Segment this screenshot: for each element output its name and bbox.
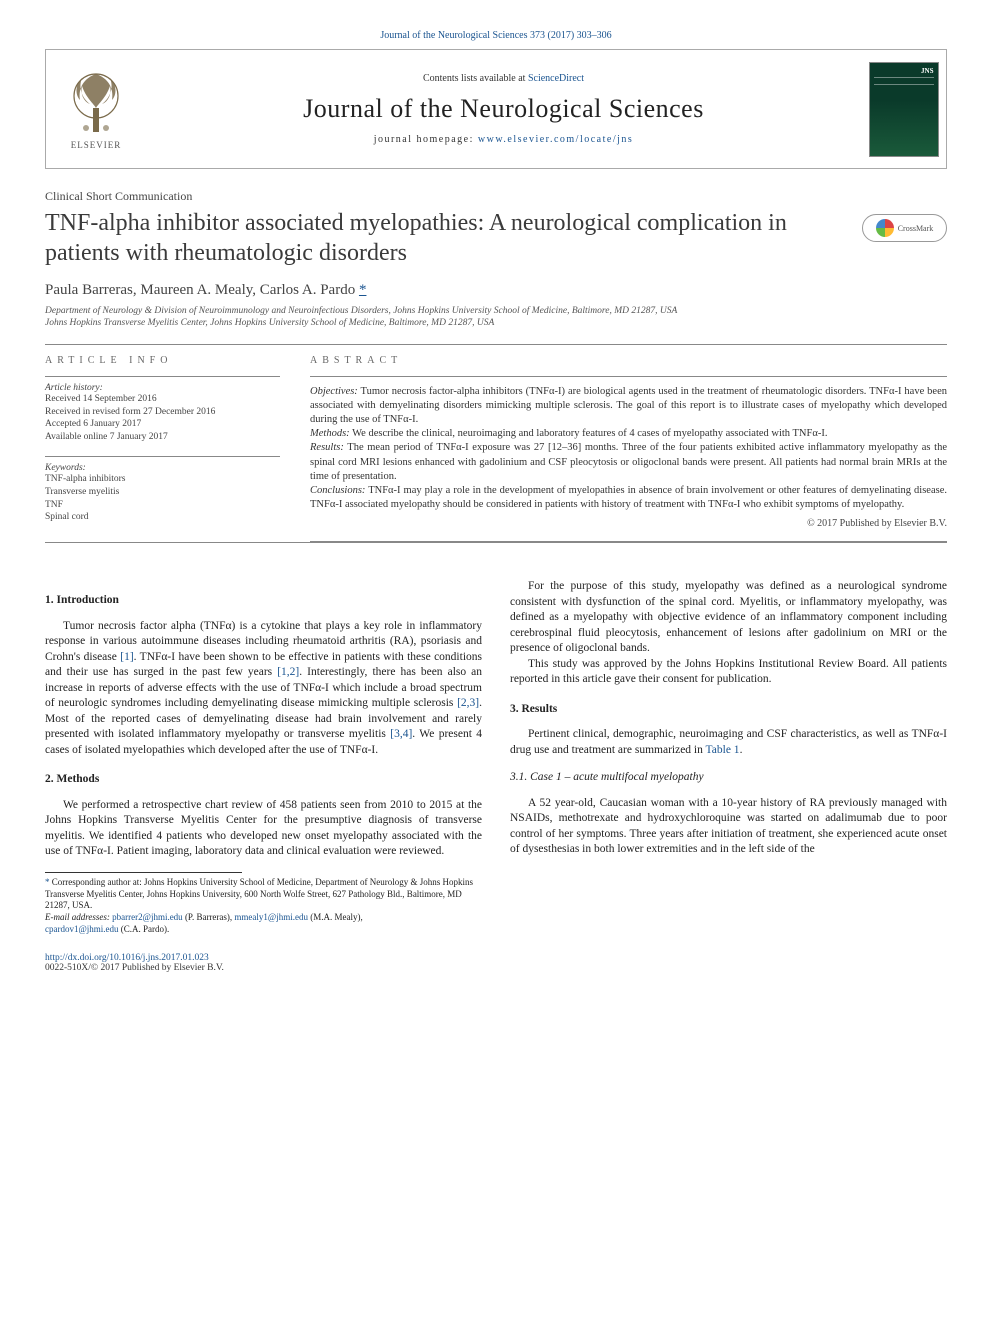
abs-methods: We describe the clinical, neuroimaging a… <box>350 428 828 439</box>
keyword-2: TNF <box>45 499 280 512</box>
abs-conclusions-label: Conclusions: <box>310 485 365 496</box>
affiliations: Department of Neurology & Division of Ne… <box>45 305 947 330</box>
section-2-paragraph-3: This study was approved by the Johns Hop… <box>510 657 947 688</box>
abs-objectives-label: Objectives: <box>310 386 358 397</box>
keyword-1: Transverse myelitis <box>45 486 280 499</box>
footnote-corr-text: Corresponding author at: Johns Hopkins U… <box>45 877 473 910</box>
ref-link-2-3[interactable]: [2,3] <box>457 697 479 709</box>
ref-link-1[interactable]: [1] <box>120 651 133 663</box>
email-label: E-mail addresses: <box>45 912 112 922</box>
email-footnote: E-mail addresses: pbarrer2@jhmi.edu (P. … <box>45 912 482 935</box>
abstract-label: abstract <box>310 355 947 366</box>
article-info-col: article info Article history: Received 1… <box>45 355 280 543</box>
section-3-heading: 3. Results <box>510 702 947 718</box>
crossmark-label: CrossMark <box>898 224 934 233</box>
contents-line: Contents lists available at ScienceDirec… <box>156 73 851 84</box>
abstract-copyright: © 2017 Published by Elsevier B.V. <box>310 518 947 529</box>
rule-below-abstract <box>45 542 947 543</box>
s3-text-b: . <box>740 744 743 756</box>
title-row: TNF-alpha inhibitor associated myelopath… <box>45 208 947 268</box>
section-2-heading: 2. Methods <box>45 772 482 788</box>
journal-name: Journal of the Neurological Sciences <box>156 94 851 124</box>
abs-objectives: Tumor necrosis factor-alpha inhibitors (… <box>310 386 947 425</box>
publisher-logo-block: ELSEVIER <box>46 60 146 158</box>
section-1-heading: 1. Introduction <box>45 593 482 609</box>
abstract-bottom-rule <box>310 541 947 542</box>
history-label: Article history: <box>45 383 280 393</box>
authors-line: Paula Barreras, Maureen A. Mealy, Carlos… <box>45 282 947 299</box>
ref-link-1-2[interactable]: [1,2] <box>277 666 299 678</box>
abstract-top-rule <box>310 376 947 377</box>
sciencedirect-link[interactable]: ScienceDirect <box>528 73 584 84</box>
page-footer: http://dx.doi.org/10.1016/j.jns.2017.01.… <box>45 953 947 973</box>
keyword-0: TNF-alpha inhibitors <box>45 473 280 486</box>
homepage-link[interactable]: www.elsevier.com/locate/jns <box>478 134 633 145</box>
abs-methods-label: Methods: <box>310 428 350 439</box>
rule-above-abstract <box>45 344 947 345</box>
section-1-paragraph: Tumor necrosis factor alpha (TNFα) is a … <box>45 619 482 759</box>
abstract-text: Objectives: Tumor necrosis factor-alpha … <box>310 385 947 513</box>
ref-link-3-4[interactable]: [3,4] <box>390 728 412 740</box>
abs-results-label: Results: <box>310 442 344 453</box>
email-who-3: (C.A. Pardo). <box>119 924 170 934</box>
history-online: Available online 7 January 2017 <box>45 431 280 444</box>
history-accepted: Accepted 6 January 2017 <box>45 418 280 431</box>
affiliation-2: Johns Hopkins Transverse Myelitis Center… <box>45 317 947 329</box>
homepage-prefix: journal homepage: <box>374 134 478 145</box>
email-link-1[interactable]: pbarrer2@jhmi.edu <box>112 912 183 922</box>
page-root: Journal of the Neurological Sciences 373… <box>0 0 992 993</box>
info-abstract-row: article info Article history: Received 1… <box>45 355 947 543</box>
journal-banner: ELSEVIER Contents lists available at Sci… <box>45 49 947 169</box>
abs-results: The mean period of TNFα-I exposure was 2… <box>310 442 947 481</box>
publisher-name: ELSEVIER <box>71 140 122 150</box>
article-info-label: article info <box>45 355 280 366</box>
section-3-paragraph-1: Pertinent clinical, demographic, neuroim… <box>510 727 947 758</box>
banner-center: Contents lists available at ScienceDirec… <box>146 63 861 155</box>
email-who-1: (P. Barreras), <box>183 912 235 922</box>
banner-cover-block <box>861 50 946 168</box>
footnote-separator <box>45 872 242 873</box>
email-who-2: (M.A. Mealy), <box>308 912 363 922</box>
elsevier-tree-icon <box>66 68 126 138</box>
table-1-link[interactable]: Table 1 <box>706 744 740 756</box>
contents-prefix: Contents lists available at <box>423 73 528 84</box>
history-revised: Received in revised form 27 December 201… <box>45 406 280 419</box>
section-3-1-paragraph-1: A 52 year-old, Caucasian woman with a 10… <box>510 796 947 858</box>
homepage-line: journal homepage: www.elsevier.com/locat… <box>156 134 851 145</box>
abs-conclusions: TNFα-I may play a role in the developmen… <box>310 485 947 510</box>
body-columns: 1. Introduction Tumor necrosis factor al… <box>45 579 947 935</box>
authors-names: Paula Barreras, Maureen A. Mealy, Carlos… <box>45 282 359 298</box>
keywords-block: Keywords: TNF-alpha inhibitors Transvers… <box>45 456 280 524</box>
journal-cover-thumb <box>869 62 939 157</box>
abstract-col: abstract Objectives: Tumor necrosis fact… <box>310 355 947 543</box>
section-2-paragraph-2: For the purpose of this study, myelopath… <box>510 579 947 657</box>
corresponding-author-marker[interactable]: * <box>359 282 367 298</box>
email-link-2[interactable]: mmealy1@jhmi.edu <box>234 912 308 922</box>
issn-copyright: 0022-510X/© 2017 Published by Elsevier B… <box>45 963 224 973</box>
keywords-label: Keywords: <box>45 463 280 473</box>
corresponding-footnote: * Corresponding author at: Johns Hopkins… <box>45 877 482 912</box>
running-header: Journal of the Neurological Sciences 373… <box>45 30 947 41</box>
article-title: TNF-alpha inhibitor associated myelopath… <box>45 208 862 268</box>
section-2-paragraph-1: We performed a retrospective chart revie… <box>45 798 482 860</box>
crossmark-icon <box>876 219 894 237</box>
section-3-1-heading: 3.1. Case 1 – acute multifocal myelopath… <box>510 770 947 786</box>
doi-link[interactable]: http://dx.doi.org/10.1016/j.jns.2017.01.… <box>45 953 209 963</box>
crossmark-badge[interactable]: CrossMark <box>862 214 947 242</box>
affiliation-1: Department of Neurology & Division of Ne… <box>45 305 947 317</box>
article-history-block: Article history: Received 14 September 2… <box>45 376 280 444</box>
email-link-3[interactable]: cpardov1@jhmi.edu <box>45 924 119 934</box>
history-received: Received 14 September 2016 <box>45 393 280 406</box>
keyword-3: Spinal cord <box>45 511 280 524</box>
article-type: Clinical Short Communication <box>45 189 947 204</box>
running-header-link[interactable]: Journal of the Neurological Sciences 373… <box>380 30 611 41</box>
